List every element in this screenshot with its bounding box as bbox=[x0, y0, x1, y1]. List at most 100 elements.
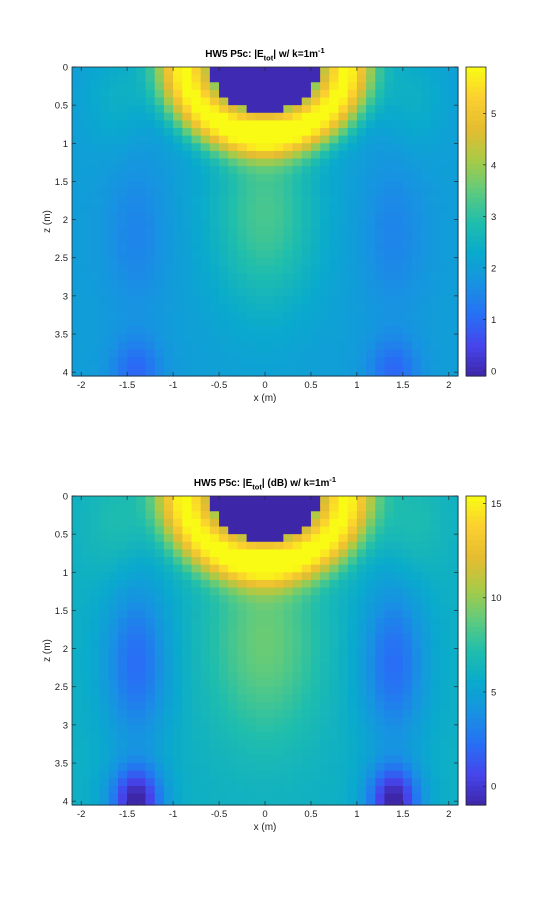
heatmap-cell bbox=[366, 557, 376, 565]
heatmap-cell bbox=[357, 67, 367, 75]
heatmap-cell bbox=[430, 296, 440, 304]
heatmap-cell bbox=[100, 687, 110, 695]
heatmap-cell bbox=[375, 235, 385, 243]
heatmap-cell bbox=[146, 319, 156, 327]
heatmap-cell bbox=[375, 641, 385, 649]
chart-title: HW5 P5c: |Etot| (dB) w/ k=1m-1 bbox=[194, 475, 336, 492]
heatmap-cell bbox=[256, 281, 266, 289]
y-tick-label: 3 bbox=[63, 291, 68, 302]
heatmap-cell bbox=[421, 90, 431, 98]
heatmap-cell bbox=[430, 235, 440, 243]
heatmap-cell bbox=[72, 235, 82, 243]
heatmap-cell bbox=[146, 702, 156, 710]
heatmap-cell bbox=[127, 204, 137, 212]
heatmap-cell bbox=[210, 725, 220, 733]
heatmap-cell bbox=[348, 496, 358, 504]
heatmap-cell bbox=[237, 265, 247, 273]
heatmap-cell bbox=[320, 212, 330, 220]
heatmap-cell bbox=[394, 580, 404, 588]
heatmap-cell bbox=[394, 242, 404, 250]
heatmap-cell bbox=[421, 511, 431, 519]
heatmap-cell bbox=[155, 740, 165, 748]
heatmap-cell bbox=[357, 641, 367, 649]
heatmap-cell bbox=[155, 159, 165, 167]
heatmap-cell bbox=[191, 641, 201, 649]
heatmap-cell bbox=[375, 496, 385, 504]
heatmap-cell bbox=[421, 166, 431, 174]
heatmap-cell bbox=[366, 143, 376, 151]
heatmap-cell bbox=[366, 326, 376, 334]
heatmap-cell bbox=[256, 763, 266, 771]
heatmap-cell bbox=[293, 304, 303, 312]
heatmap-cell bbox=[329, 357, 339, 365]
heatmap-cell bbox=[265, 610, 275, 618]
heatmap-cell bbox=[237, 151, 247, 159]
heatmap-cell bbox=[375, 580, 385, 588]
heatmap-cell bbox=[274, 580, 284, 588]
heatmap-cell bbox=[348, 610, 358, 618]
heatmap-cell bbox=[302, 679, 312, 687]
heatmap-cell bbox=[430, 542, 440, 550]
heatmap-cell bbox=[201, 794, 211, 802]
heatmap-cell bbox=[348, 771, 358, 779]
heatmap-cell bbox=[127, 534, 137, 542]
heatmap-cell bbox=[375, 197, 385, 205]
heatmap-cell bbox=[412, 794, 422, 802]
heatmap-cell bbox=[201, 82, 211, 90]
heatmap-cell bbox=[449, 740, 459, 748]
heatmap-cell bbox=[237, 258, 247, 266]
heatmap-cell bbox=[421, 534, 431, 542]
heatmap-cell bbox=[412, 319, 422, 327]
heatmap-cell bbox=[320, 626, 330, 634]
colorbar-segment bbox=[466, 241, 486, 246]
heatmap-cell bbox=[329, 326, 339, 334]
heatmap-cell bbox=[283, 710, 293, 718]
heatmap-cell bbox=[256, 588, 266, 596]
heatmap-cell bbox=[274, 664, 284, 672]
heatmap-cell bbox=[247, 151, 257, 159]
heatmap-cell bbox=[394, 733, 404, 741]
heatmap-cell bbox=[430, 197, 440, 205]
heatmap-cell bbox=[90, 273, 100, 281]
heatmap-cell bbox=[384, 235, 394, 243]
heatmap-cell bbox=[293, 740, 303, 748]
heatmap-cell bbox=[440, 694, 450, 702]
heatmap-cell bbox=[293, 212, 303, 220]
heatmap-cell bbox=[247, 304, 257, 312]
heatmap-cell bbox=[384, 250, 394, 258]
heatmap-cell bbox=[155, 610, 165, 618]
heatmap-cell bbox=[265, 143, 275, 151]
heatmap-cell bbox=[173, 671, 183, 679]
heatmap-cell bbox=[430, 159, 440, 167]
heatmap-cell bbox=[81, 273, 91, 281]
heatmap-cell bbox=[320, 603, 330, 611]
heatmap-cell bbox=[357, 565, 367, 573]
heatmap-cell bbox=[384, 786, 394, 794]
heatmap-cell bbox=[219, 235, 229, 243]
heatmap-cell bbox=[293, 656, 303, 664]
heatmap-cell bbox=[109, 786, 119, 794]
heatmap-cell bbox=[366, 281, 376, 289]
heatmap-cell bbox=[219, 740, 229, 748]
heatmap-cell bbox=[228, 755, 238, 763]
heatmap-cell bbox=[72, 319, 82, 327]
colorbar-segment bbox=[466, 149, 486, 154]
heatmap-cell bbox=[210, 128, 220, 136]
heatmap-cell bbox=[136, 572, 146, 580]
heatmap-cell bbox=[348, 128, 358, 136]
heatmap-cell bbox=[375, 733, 385, 741]
heatmap-cell bbox=[302, 189, 312, 197]
heatmap-cell bbox=[100, 534, 110, 542]
heatmap-cell bbox=[247, 181, 257, 189]
heatmap-cell bbox=[412, 565, 422, 573]
heatmap-cell bbox=[247, 740, 257, 748]
heatmap-cell bbox=[228, 75, 238, 83]
heatmap-cell bbox=[247, 258, 257, 266]
heatmap-cell bbox=[274, 626, 284, 634]
heatmap-cell bbox=[339, 626, 349, 634]
heatmap-cell bbox=[283, 174, 293, 182]
heatmap-cell bbox=[247, 641, 257, 649]
heatmap-cell bbox=[375, 549, 385, 557]
heatmap-cell bbox=[164, 557, 174, 565]
heatmap-cell bbox=[412, 733, 422, 741]
